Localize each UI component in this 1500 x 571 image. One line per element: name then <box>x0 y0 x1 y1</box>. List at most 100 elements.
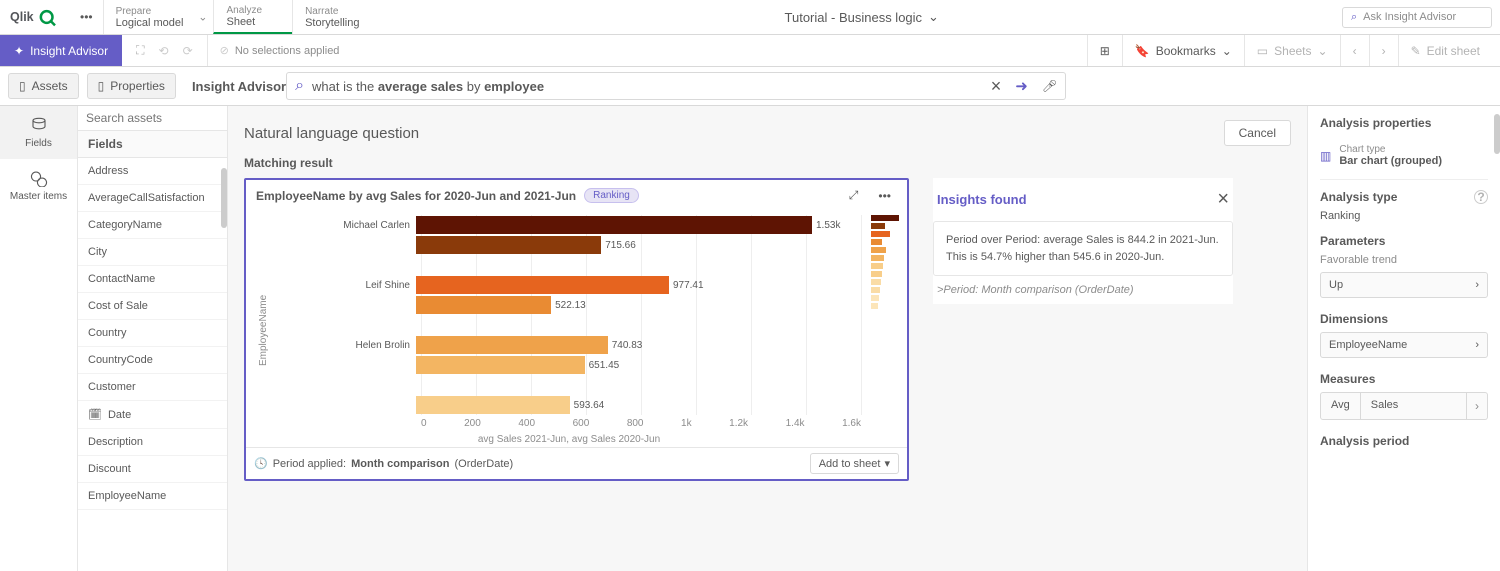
field-item[interactable]: Discount <box>78 456 227 483</box>
add-to-sheet-button[interactable]: Add to sheet ▾ <box>810 453 899 474</box>
fields-tab[interactable]: Fields <box>0 106 77 159</box>
dimensions-label: Dimensions <box>1320 312 1488 326</box>
insights-title: Insights found <box>937 192 1027 207</box>
bar-row[interactable]: 593.64 <box>271 395 604 415</box>
analysis-type-label: Analysis type <box>1320 190 1397 204</box>
app-menu-icon[interactable]: ••• <box>70 0 103 34</box>
canvas-title: Natural language question <box>244 125 419 142</box>
app-title[interactable]: Tutorial - Business logic ⌄ <box>389 0 1334 34</box>
field-item[interactable]: Address <box>78 158 227 185</box>
insight-text: Period over Period: average Sales is 844… <box>933 221 1233 276</box>
analysis-panel-title: Analysis properties <box>1320 116 1488 130</box>
master-items-tab[interactable]: Master items <box>0 159 77 212</box>
properties-button[interactable]: ▯ Properties <box>87 73 176 99</box>
insight-toolbar: ▯ Assets ▯ Properties Insight Advisor ⌕ … <box>0 67 1500 106</box>
expand-chart-icon[interactable]: ⤢ <box>843 188 865 203</box>
hub-nav-item[interactable]: AnalyzeSheet <box>213 0 292 34</box>
insight-canvas: Natural language question Cancel Matchin… <box>228 106 1307 571</box>
chart-card: EmployeeName by avg Sales for 2020-Jun a… <box>244 178 909 481</box>
analysis-properties-panel: Analysis properties ▥ Chart type Bar cha… <box>1307 106 1500 571</box>
bookmarks-menu[interactable]: 🔖 Bookmarks ⌄ <box>1122 35 1244 66</box>
measures-label: Measures <box>1320 372 1488 386</box>
dimension-dropdown[interactable]: EmployeeName› <box>1320 332 1488 358</box>
matching-result-label: Matching result <box>244 156 1291 170</box>
bookmark-icon: 🔖 <box>1135 44 1150 58</box>
field-item[interactable]: EmployeeName <box>78 483 227 510</box>
global-selections-icon[interactable]: ⊞ <box>1087 35 1122 66</box>
ask-insight-search[interactable]: ⌕ Ask Insight Advisor <box>1342 7 1492 28</box>
chart-menu-icon[interactable]: ••• <box>872 189 897 203</box>
prev-sheet-button[interactable]: ‹ <box>1340 35 1369 66</box>
analysis-type-value: Ranking <box>1320 210 1488 222</box>
field-item[interactable]: CategoryName <box>78 212 227 239</box>
calendar-icon: 🗓 <box>88 408 102 421</box>
nlq-search-input[interactable]: ⌕ what is the average sales by employee … <box>286 72 1066 100</box>
next-sheet-button[interactable]: › <box>1369 35 1398 66</box>
chart-type-value: Bar chart (grouped) <box>1339 155 1442 167</box>
bar-row[interactable]: Helen Brolin740.83 <box>271 335 642 355</box>
chart-minimap[interactable] <box>867 215 897 445</box>
help-icon[interactable]: ? <box>1474 190 1488 204</box>
insight-advisor-button[interactable]: ✦ Insight Advisor <box>0 35 122 66</box>
bar-chart-area[interactable]: 02004006008001k1.2k1.4k1.6k avg Sales 20… <box>271 215 867 445</box>
assets-button[interactable]: ▯ Assets <box>8 73 79 99</box>
chevron-down-icon: ⌄ <box>198 11 207 24</box>
microphone-icon[interactable]: 🎤︎ <box>1042 79 1057 93</box>
measure-selector[interactable]: Avg Sales › <box>1320 392 1488 420</box>
field-item[interactable]: CountryCode <box>78 347 227 374</box>
qlik-logo[interactable]: Qlik <box>0 0 70 34</box>
x-axis-label: avg Sales 2021-Jun, avg Sales 2020-Jun <box>271 434 867 445</box>
analysis-period-label: Analysis period <box>1320 434 1488 448</box>
bar-row[interactable]: 522.13 <box>271 295 586 315</box>
field-item[interactable]: AverageCallSatisfaction <box>78 185 227 212</box>
chevron-down-icon: ⌄ <box>1318 44 1328 58</box>
panel-icon: ▯ <box>98 79 105 93</box>
field-item[interactable]: Description <box>78 429 227 456</box>
insight-advisor-label: Insight Advisor <box>192 79 286 94</box>
pencil-icon: ✎ <box>1411 44 1421 58</box>
edit-sheet-button[interactable]: ✎ Edit sheet <box>1398 35 1492 66</box>
step-forward-icon[interactable]: ⟳ <box>177 40 199 62</box>
field-item[interactable]: Customer <box>78 374 227 401</box>
fields-header: Fields <box>78 131 227 158</box>
clock-icon: 🕓 <box>254 457 268 470</box>
clear-query-icon[interactable]: × <box>991 76 1002 97</box>
cancel-button[interactable]: Cancel <box>1224 120 1291 146</box>
chart-title: EmployeeName by avg Sales for 2020-Jun a… <box>256 189 576 203</box>
fields-panel: Fields AddressAverageCallSatisfactionCat… <box>78 106 228 571</box>
scrollbar-thumb[interactable] <box>1494 114 1500 154</box>
insights-found-panel: Insights found × Period over Period: ave… <box>933 178 1233 304</box>
search-icon: ⌕ <box>1351 11 1357 24</box>
ranking-badge: Ranking <box>584 188 639 203</box>
search-assets-input[interactable] <box>86 111 219 125</box>
field-item[interactable]: City <box>78 239 227 266</box>
scrollbar-thumb[interactable] <box>221 168 227 228</box>
hub-nav-item[interactable]: NarrateStorytelling <box>292 0 389 34</box>
submit-query-icon[interactable]: ➜ <box>1015 77 1028 95</box>
bar-row[interactable]: 651.45 <box>271 355 619 375</box>
y-axis-label: EmployeeName <box>256 215 271 445</box>
bar-row[interactable]: 715.66 <box>271 235 636 255</box>
field-item[interactable]: Cost of Sale <box>78 293 227 320</box>
chevron-right-icon: › <box>1475 339 1479 351</box>
panel-icon: ▯ <box>19 79 26 93</box>
bar-row[interactable]: Leif Shine977.41 <box>271 275 704 295</box>
field-item[interactable]: Country <box>78 320 227 347</box>
favorable-trend-dropdown[interactable]: Up› <box>1320 272 1488 298</box>
sheets-icon: ▭ <box>1257 44 1268 58</box>
field-item[interactable]: 🗓Date <box>78 401 227 429</box>
svg-text:Qlik: Qlik <box>10 10 34 24</box>
chart-type-label: Chart type <box>1339 144 1442 155</box>
step-back-icon[interactable]: ⟲ <box>153 40 175 62</box>
selection-bar: ✦ Insight Advisor ⛶ ⟲ ⟳ ⊘ No selections … <box>0 35 1500 67</box>
chevron-down-icon: ⌄ <box>928 9 939 25</box>
hub-nav-item[interactable]: PrepareLogical model⌄ <box>103 0 214 34</box>
field-item[interactable]: ContactName <box>78 266 227 293</box>
search-icon: ⌕ <box>295 77 304 95</box>
smart-search-icon[interactable]: ⛶ <box>130 39 150 62</box>
close-insights-icon[interactable]: × <box>1217 188 1229 211</box>
top-navbar: Qlik ••• PrepareLogical model⌄AnalyzeShe… <box>0 0 1500 35</box>
sheets-menu[interactable]: ▭ Sheets ⌄ <box>1244 35 1340 66</box>
bar-row[interactable]: Michael Carlen1.53k <box>271 215 840 235</box>
nlq-query-text: what is the average sales by employee <box>312 79 544 94</box>
